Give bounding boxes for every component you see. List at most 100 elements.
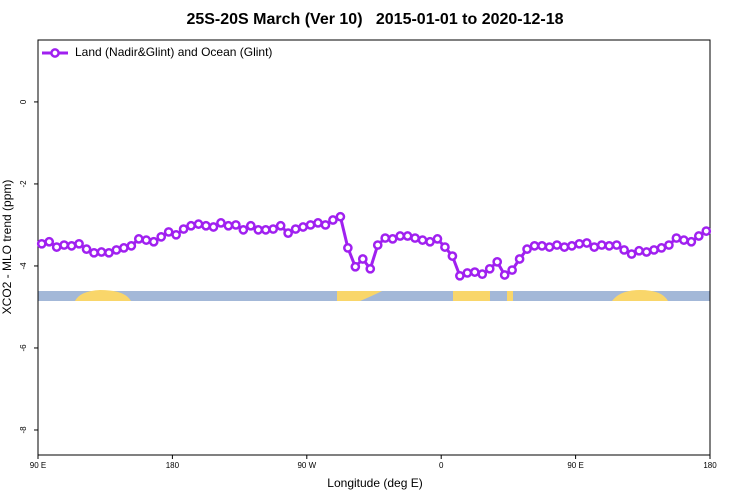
data-point — [432, 234, 443, 244]
data-point — [492, 257, 503, 267]
data-point — [96, 247, 107, 257]
data-point — [238, 225, 249, 235]
data-point — [216, 218, 226, 228]
data-point — [574, 238, 585, 249]
data-point — [380, 233, 391, 243]
data-point — [559, 242, 570, 252]
data-point — [567, 241, 577, 251]
data-point — [522, 244, 532, 254]
data-point — [44, 236, 55, 247]
y-tick-label: -2 — [19, 180, 28, 188]
data-point — [455, 270, 465, 281]
data-point — [59, 240, 69, 250]
data-point — [589, 242, 600, 252]
data-point — [193, 219, 204, 229]
x-tick-label: 90 E — [567, 461, 583, 470]
data-point — [350, 261, 361, 272]
data-point — [619, 245, 629, 255]
data-point — [126, 241, 137, 251]
data-point — [186, 220, 196, 231]
data-point — [208, 222, 219, 232]
data-point — [268, 224, 279, 234]
x-tick-label: 90 W — [297, 461, 316, 470]
y-tick-label: -4 — [19, 262, 28, 270]
data-point — [686, 236, 697, 247]
data-point — [141, 235, 152, 245]
data-point — [634, 245, 644, 256]
y-tick-label: -8 — [19, 426, 28, 434]
data-point — [469, 267, 480, 277]
data-point — [514, 254, 525, 264]
chart-title: 25S-20S March (Ver 10) 2015-01-01 to 202… — [186, 11, 563, 28]
data-point — [372, 240, 383, 250]
data-point — [357, 254, 368, 264]
data-point — [641, 247, 652, 257]
data-point — [477, 269, 488, 280]
data-point — [611, 240, 622, 250]
data-point — [402, 231, 413, 241]
data-point — [231, 220, 241, 230]
data-point — [104, 247, 114, 258]
data-point — [111, 245, 122, 255]
data-point — [335, 211, 346, 222]
data-point — [290, 224, 301, 234]
data-point — [693, 231, 704, 241]
data-point — [440, 242, 450, 252]
data-point — [156, 231, 167, 242]
data-point — [484, 263, 495, 274]
data-point — [365, 263, 376, 274]
data-point — [387, 234, 398, 244]
data-point — [529, 241, 540, 251]
data-point — [701, 226, 712, 236]
data-point — [679, 235, 689, 245]
data-point — [410, 233, 420, 243]
x-tick-label: 180 — [166, 461, 180, 470]
data-point — [89, 247, 99, 258]
data-point — [253, 225, 264, 235]
data-point — [133, 234, 144, 244]
data-point — [343, 243, 353, 253]
data-point — [283, 228, 293, 238]
land-ocean-mask — [38, 290, 710, 301]
x-tick-label: 180 — [703, 461, 717, 470]
y-tick-label: -6 — [19, 344, 28, 352]
data-point — [604, 241, 615, 251]
data-point — [462, 268, 473, 278]
data-point — [171, 229, 181, 240]
data-point — [74, 238, 84, 249]
data-point — [51, 242, 62, 252]
data-point — [313, 218, 323, 228]
data-point — [537, 241, 547, 251]
data-point — [163, 227, 174, 237]
data-point — [656, 243, 667, 253]
data-point — [245, 220, 256, 231]
data-point — [499, 270, 510, 280]
data-point — [178, 224, 189, 234]
data-point — [425, 236, 435, 247]
data-point — [671, 233, 682, 243]
data-point — [417, 235, 428, 245]
data-point — [552, 240, 562, 250]
data-point — [305, 220, 316, 230]
y-axis-label: XCO2 - MLO trend (ppm) — [0, 180, 14, 315]
data-point — [148, 236, 159, 247]
data-point — [119, 243, 129, 253]
data-point — [664, 240, 674, 250]
data-point — [320, 220, 331, 230]
data-point — [201, 220, 211, 231]
data-point — [544, 242, 555, 252]
data-point — [275, 220, 286, 231]
plot-frame — [37, 39, 711, 456]
legend-label: Land (Nadir&Glint) and Ocean (Glint) — [75, 45, 272, 59]
data-point — [626, 249, 637, 259]
x-axis-label: Longitude (deg E) — [327, 476, 422, 490]
x-tick-label: 0 — [439, 461, 444, 470]
legend-marker — [50, 48, 60, 58]
data-point — [395, 231, 405, 241]
data-point — [66, 241, 77, 251]
data-point — [649, 245, 659, 255]
y-tick-label: 0 — [19, 99, 28, 104]
data-point — [596, 240, 607, 250]
data-point — [507, 265, 517, 275]
data-point — [260, 225, 271, 235]
